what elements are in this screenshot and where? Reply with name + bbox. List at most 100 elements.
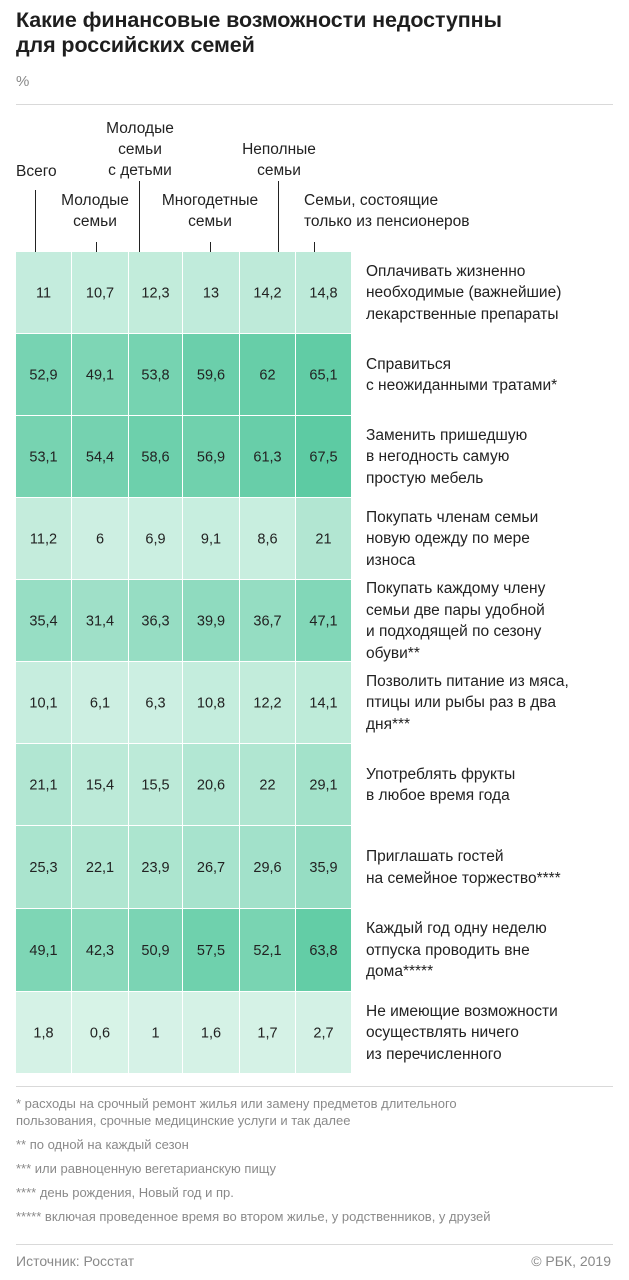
cell-value-label: 61,3 (253, 450, 281, 466)
cell-value-label: 2,7 (313, 1026, 333, 1042)
heatmap-cell (240, 580, 295, 661)
heatmap-cell (296, 744, 351, 825)
cell-value-label: 47,1 (309, 614, 337, 630)
cell-value-label: 10,1 (29, 696, 57, 712)
heatmap-cell (129, 992, 182, 1073)
heatmap-cell (72, 662, 128, 743)
cell-value-label: 39,9 (197, 614, 225, 630)
heatmap-cell (296, 252, 351, 333)
column-header-pensioner-families: Семьи, состоящие только из пенсионеров (304, 192, 470, 230)
heatmap-cell (129, 580, 182, 661)
heatmap-cell (240, 909, 295, 991)
cell-value-label: 11,2 (30, 532, 57, 548)
heatmap-cell (16, 252, 71, 333)
cell-value-label: 56,9 (197, 450, 225, 466)
cell-value-label: 15,5 (141, 778, 169, 794)
cell-value-label: 10,7 (86, 286, 114, 302)
heatmap-cell (129, 662, 182, 743)
heatmap-cell (129, 909, 182, 991)
cell-value-label: 21,1 (29, 778, 57, 794)
footnote-3: *** или равноценную вегетарианскую пищу (16, 1161, 277, 1176)
row-label: Употреблять фрукты в любое время года (366, 765, 516, 805)
heatmap-cell (72, 744, 128, 825)
heatmap-cell (183, 662, 239, 743)
heatmap-cell (129, 416, 182, 497)
column-pointer-young-families (96, 242, 98, 260)
cell-value-label: 15,4 (86, 778, 114, 794)
cell-value-label: 23,9 (141, 860, 169, 876)
cell-value-label: 8,6 (257, 532, 277, 548)
heatmap-cell (183, 744, 239, 825)
heatmap-cell (183, 826, 239, 908)
cell-value-label: 58,6 (141, 450, 169, 466)
heatmap-cell (72, 252, 128, 333)
cell-value-label: 1,6 (201, 1026, 221, 1042)
cell-value-label: 31,4 (86, 614, 114, 630)
row-label: Позволить питание из мяса, птицы или рыб… (366, 672, 569, 733)
cell-value-label: 1 (151, 1026, 159, 1042)
row-label: Приглашать гостей на семейное торжество*… (366, 848, 561, 887)
row-label: Справиться с неожиданными тратами* (366, 355, 558, 395)
column-header-young-families-with-children: Молодые семьи с детьми (106, 120, 174, 179)
cell-value-label: 14,2 (253, 286, 281, 302)
cell-value-label: 54,4 (86, 450, 114, 466)
cell-value-label: 29,1 (309, 778, 337, 794)
heatmap-cell (240, 744, 295, 825)
heatmap-cell (72, 580, 128, 661)
cell-value-label: 35,4 (29, 614, 57, 630)
cell-value-label: 36,7 (253, 614, 281, 630)
row-label: Заменить пришедшую в негодность самую пр… (366, 426, 528, 487)
heatmap-cell (16, 498, 71, 579)
heatmap-cell (72, 416, 128, 497)
heatmap-cell (129, 334, 182, 415)
cell-value-label: 20,6 (197, 778, 225, 794)
heatmap-cell (16, 826, 71, 908)
chart-title: Какие финансовые возможности недоступны … (16, 8, 502, 57)
cell-value-label: 6,3 (145, 696, 165, 712)
cell-value-label: 50,9 (141, 943, 169, 959)
footnote-1: * расходы на срочный ремонт жилья или за… (16, 1096, 457, 1128)
heatmap-cell (296, 992, 351, 1073)
heatmap-cell (16, 662, 71, 743)
cell-value-label: 12,3 (141, 286, 169, 302)
heatmap-cell (240, 662, 295, 743)
heatmap: 11 10,7 12,3 13 14,2 14,852,9 49,1 53,8 59,6 62 65… (16, 252, 351, 1073)
heatmap-cell (72, 909, 128, 991)
cell-value-label: 65,1 (309, 368, 337, 384)
heatmap-cell (240, 992, 295, 1073)
heatmap-cell (129, 498, 182, 579)
column-pointer-large-families (210, 242, 212, 260)
heatmap-cell (183, 992, 239, 1073)
cell-value-label: 52,1 (253, 943, 281, 959)
column-pointer-total (35, 190, 37, 260)
heatmap-cell (296, 580, 351, 661)
column-pointer-single-parent-families (278, 181, 280, 260)
heatmap-cell (183, 498, 239, 579)
cell-value-label: 49,1 (86, 368, 114, 384)
cell-value-label: 1,8 (33, 1026, 53, 1042)
row-label: Покупать членам семьи новую одежду по ме… (366, 508, 539, 569)
footer-divider (16, 1244, 613, 1245)
cell-value-label: 67,5 (309, 450, 337, 466)
column-header-total: Всего (16, 163, 57, 180)
cell-value-label: 25,3 (29, 860, 57, 876)
heatmap-cell (16, 992, 71, 1073)
footnote-4: **** день рождения, Новый год и пр. (16, 1185, 234, 1200)
cell-value-label: 11 (36, 286, 51, 302)
row-label: Не имеющие возможности осуществлять ниче… (366, 1002, 558, 1063)
heatmap-cell (16, 909, 71, 991)
heatmap-cell (183, 334, 239, 415)
row-label: Оплачивать жизненно необходимые (важнейш… (366, 262, 562, 323)
cell-value-label: 6 (96, 532, 104, 548)
cell-value-label: 26,7 (197, 860, 225, 876)
row-label: Покупать каждому члену семьи две пары уд… (366, 580, 546, 662)
heatmap-cell (296, 498, 351, 579)
heatmap-cell (240, 416, 295, 497)
cell-value-label: 62 (259, 368, 275, 384)
heatmap-cell (240, 498, 295, 579)
row-label: Каждый год одну неделю отпуска проводить… (366, 920, 547, 981)
cell-value-label: 29,6 (253, 860, 281, 876)
cell-value-label: 14,8 (309, 286, 337, 302)
column-header-single-parent-families: Неполные семьи (242, 141, 316, 179)
heatmap-cell (183, 252, 239, 333)
